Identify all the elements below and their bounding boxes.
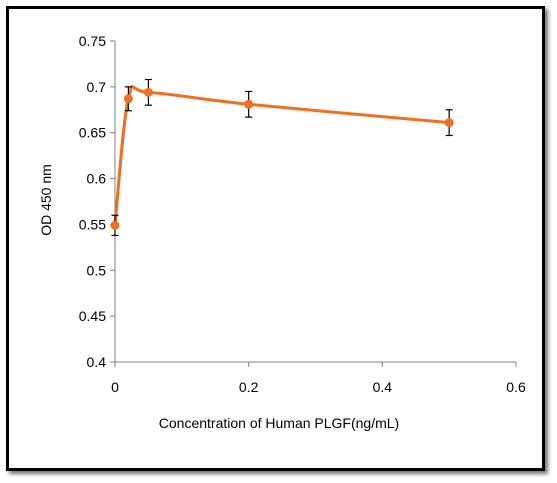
tick-labels: 0.4 0.45 0.5 0.55 0.6 0.65 0.7 0.75 0 0.2 0.4 0.6 <box>79 33 526 395</box>
x-tick-label: 0.2 <box>239 379 259 395</box>
x-tick-label: 0 <box>111 379 119 395</box>
data-point <box>143 87 153 97</box>
series-layer <box>110 78 454 237</box>
y-tick-label: 0.75 <box>79 33 106 49</box>
y-tick-label: 0.5 <box>87 262 107 278</box>
x-tick-label: 0.6 <box>506 379 526 395</box>
series-line <box>113 85 450 226</box>
x-axis-label: Concentration of Human PLGF(ng/mL) <box>159 415 399 431</box>
y-tick-label: 0.6 <box>87 171 107 187</box>
y-tick-label: 0.55 <box>79 216 106 232</box>
chart-frame <box>6 6 545 471</box>
data-point <box>244 99 254 109</box>
y-tick-label: 0.45 <box>79 308 106 324</box>
y-tick-label: 0.65 <box>79 125 106 141</box>
axes <box>110 40 517 367</box>
data-point <box>444 118 454 128</box>
x-tick-label: 0.4 <box>373 379 393 395</box>
y-tick-label: 0.4 <box>87 354 107 370</box>
data-point <box>123 94 133 104</box>
y-axis-label: OD 450 nm <box>38 164 54 236</box>
data-point <box>110 220 120 230</box>
y-tick-label: 0.7 <box>87 79 107 95</box>
